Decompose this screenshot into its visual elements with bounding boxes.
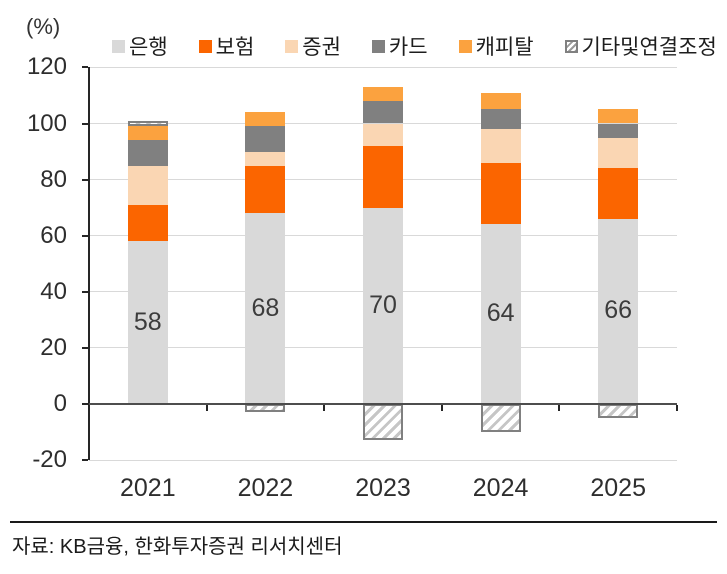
y-axis-label-20: 20 — [40, 333, 67, 361]
legend-label: 은행 — [129, 36, 168, 59]
legend-swatch-icon — [112, 39, 125, 53]
x-axis-tick-5 — [676, 405, 678, 411]
y-axis-label-120: 120 — [26, 53, 67, 81]
bar-segment-2025-카드 — [598, 123, 639, 138]
x-axis-category-2024: 2024 — [472, 474, 529, 502]
y-axis-label-0: 0 — [53, 390, 67, 417]
bar-segment-2021-증권 — [127, 165, 168, 205]
y-axis-tick-120 — [82, 66, 88, 69]
y-axis-unit-label: (%) — [26, 14, 61, 39]
y-axis-label--20: -20 — [32, 446, 67, 474]
y-axis-label-80: 80 — [40, 165, 67, 193]
bar-segment-2023-보험 — [363, 145, 403, 208]
y-axis-tick--20 — [82, 459, 88, 462]
bar-value-label-2023: 70 — [369, 290, 397, 319]
y-axis-tick-100 — [82, 122, 88, 125]
bar-segment-2022-카드 — [245, 126, 286, 152]
y-axis-label-60: 60 — [40, 221, 67, 249]
bar-segment-2021-캐피탈 — [127, 126, 168, 141]
bar-segment-2024-기타및연결조정 — [480, 404, 521, 433]
legend-label: 기타및연결조정 — [581, 36, 717, 59]
x-axis-zero-line — [89, 403, 677, 405]
bar-segment-2025-보험 — [598, 168, 639, 219]
x-axis-category-2023: 2023 — [355, 474, 411, 502]
legend-label: 캐피탈 — [475, 36, 534, 59]
bar-segment-2024-카드 — [480, 109, 521, 130]
legend-swatch-icon — [285, 39, 299, 53]
x-axis-category-2021: 2021 — [119, 474, 176, 502]
legend-item-3: 카드 — [371, 31, 428, 61]
bar-segment-2021-은행 — [127, 241, 168, 404]
bar-segment-2025-기타및연결조정 — [598, 404, 639, 419]
x-axis-category-2022: 2022 — [237, 474, 294, 502]
bar-segment-2024-캐피탈 — [480, 92, 521, 110]
legend-item-4: 캐피탈 — [458, 31, 534, 61]
y-axis-tick-20 — [82, 346, 88, 349]
bar-segment-2025-증권 — [598, 137, 639, 169]
x-axis-tick-4 — [558, 405, 561, 411]
bar-segment-2024-은행 — [480, 224, 521, 404]
bar-segment-2021-보험 — [127, 204, 168, 242]
legend-item-5: 기타및연결조정 — [564, 31, 717, 61]
gridline-120 — [89, 66, 677, 68]
bar-segment-2023-증권 — [363, 123, 403, 146]
bar-segment-2022-은행 — [245, 213, 286, 404]
bar-segment-2022-보험 — [245, 165, 286, 214]
bar-segment-2023-캐피탈 — [363, 87, 403, 102]
y-axis-tick-0 — [82, 403, 88, 405]
legend-item-0: 은행 — [112, 31, 168, 61]
y-axis-line — [88, 67, 90, 461]
legend-swatch-icon — [458, 39, 472, 53]
bar-segment-2023-은행 — [363, 207, 403, 404]
legend-swatch-icon — [564, 39, 578, 53]
bar-segment-2025-은행 — [598, 218, 639, 404]
x-axis-tick-1 — [205, 405, 208, 411]
chart-legend: 은행 보험 증권 카드 캐피탈 기타및연결조정 — [112, 31, 717, 61]
bar-segment-2025-캐피탈 — [598, 109, 639, 124]
x-axis-category-2025: 2025 — [590, 474, 646, 502]
bar-segment-2022-기타및연결조정 — [245, 404, 286, 413]
legend-label: 카드 — [388, 36, 428, 59]
bar-segment-2024-증권 — [480, 129, 521, 163]
legend-label: 증권 — [302, 36, 341, 59]
gridline--20 — [89, 459, 677, 461]
y-axis-tick-60 — [82, 234, 88, 237]
legend-item-1: 보험 — [198, 31, 255, 61]
x-axis-tick-2 — [323, 405, 326, 411]
bar-value-label-2024: 64 — [486, 299, 515, 328]
bar-segment-2024-보험 — [480, 162, 521, 225]
y-axis-label-40: 40 — [40, 277, 67, 305]
y-axis-tick-80 — [82, 178, 88, 181]
legend-swatch-icon — [198, 39, 212, 53]
bar-value-label-2022: 68 — [251, 293, 280, 322]
source-divider-line — [10, 521, 717, 523]
legend-item-2: 증권 — [285, 31, 341, 61]
legend-swatch-icon — [371, 39, 385, 53]
bar-segment-2021-기타및연결조정 — [127, 120, 168, 127]
bar-value-label-2021: 58 — [133, 307, 162, 336]
bar-segment-2022-증권 — [245, 151, 286, 166]
bar-value-label-2025: 66 — [604, 296, 633, 325]
y-axis-label-100: 100 — [26, 109, 67, 137]
bar-segment-2022-캐피탈 — [245, 112, 286, 127]
bar-segment-2021-카드 — [127, 140, 168, 166]
bar-segment-2023-기타및연결조정 — [363, 404, 403, 441]
x-axis-tick-0 — [88, 405, 90, 411]
legend-label: 보험 — [215, 36, 255, 59]
y-axis-tick-40 — [82, 290, 88, 293]
source-text: 자료: KB금융, 한화투자증권 리서치센터 — [12, 536, 343, 558]
x-axis-tick-3 — [440, 405, 443, 411]
bar-segment-2023-카드 — [363, 101, 403, 124]
